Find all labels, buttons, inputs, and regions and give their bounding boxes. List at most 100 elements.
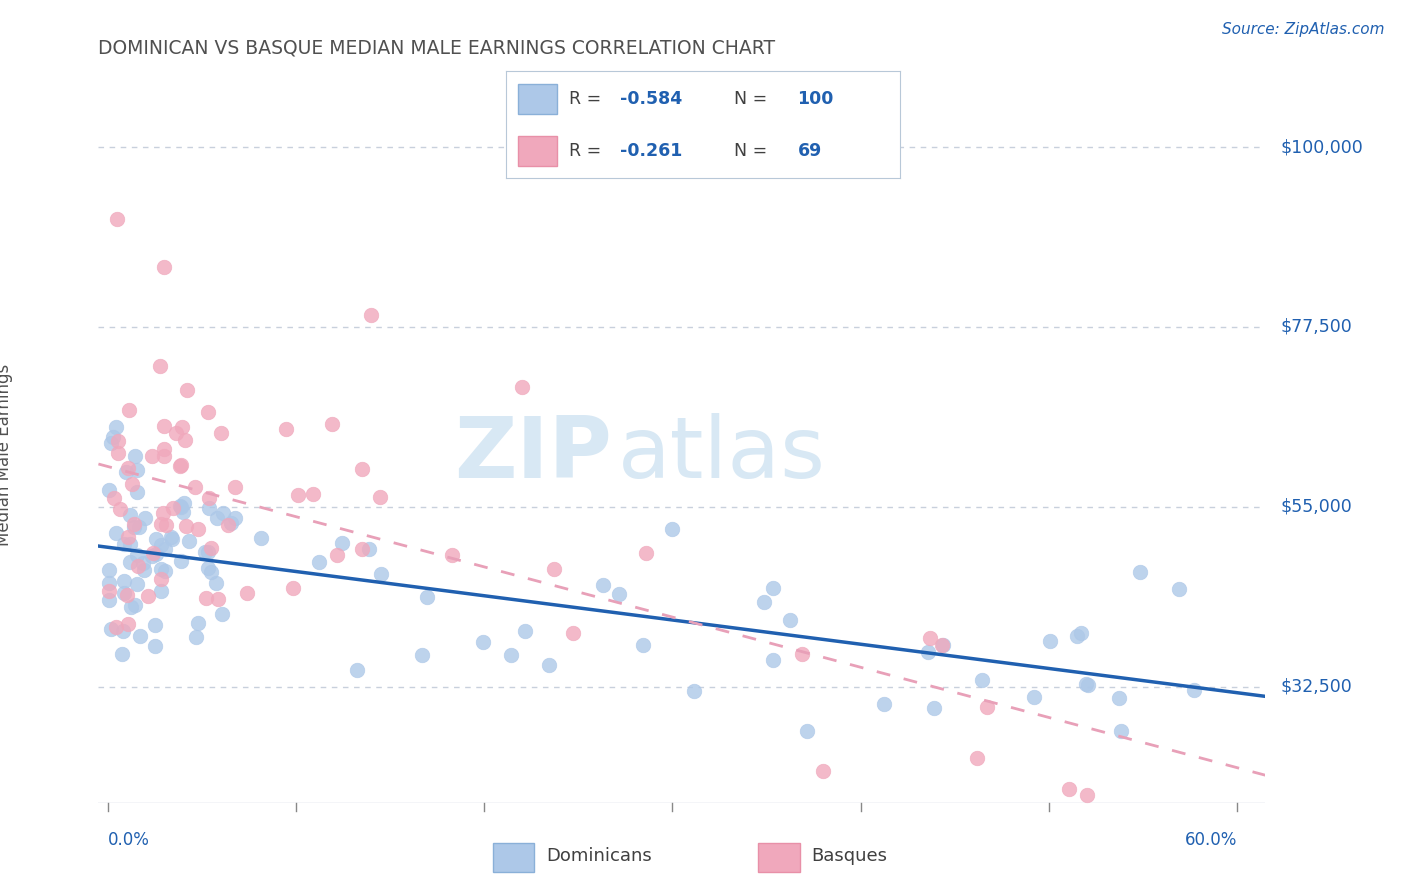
Point [1111,723,1133,738]
Point [931,638,953,652]
Point [274,422,297,436]
Point [122,516,145,531]
Point [107,434,129,448]
Point [790,647,813,661]
Point [173,496,195,510]
Point [117,616,139,631]
Point [115,466,138,480]
Point [917,645,939,659]
Point [283,582,305,596]
Point [142,546,165,560]
Point [170,458,193,472]
Point [207,591,229,606]
Bar [758,843,800,872]
Point [197,405,219,419]
Point [112,574,135,589]
Point [98,575,121,590]
Point [219,516,242,530]
Point [98,584,121,599]
Text: $100,000: $100,000 [1281,138,1364,156]
Text: DOMINICAN VS BASQUE MEDIAN MALE EARNINGS CORRELATION CHART: DOMINICAN VS BASQUE MEDIAN MALE EARNINGS… [98,39,776,58]
Point [149,584,172,599]
Text: Source: ZipAtlas.com: Source: ZipAtlas.com [1222,22,1385,37]
Point [779,613,801,627]
Point [112,586,135,600]
Point [150,516,173,531]
Point [152,419,174,434]
Point [111,648,134,662]
Point [134,510,156,524]
Point [141,449,163,463]
Point [224,510,246,524]
Point [103,491,125,505]
Point [249,531,271,545]
Point [762,653,785,667]
Point [607,587,630,601]
Point [117,529,139,543]
Point [143,639,166,653]
Point [212,506,235,520]
Point [124,449,146,463]
Text: R =: R = [569,90,607,108]
Point [194,591,217,606]
Text: -0.261: -0.261 [620,142,683,160]
Point [162,500,184,515]
Point [224,480,246,494]
Point [155,517,177,532]
Text: $55,000: $55,000 [1281,498,1353,516]
Point [174,433,197,447]
Point [170,500,193,514]
Text: 0.0%: 0.0% [108,830,149,849]
Point [153,260,176,274]
Point [124,598,146,612]
Point [120,537,142,551]
Point [127,463,149,477]
Text: N =: N = [734,90,773,108]
Point [104,620,127,634]
Bar [517,136,557,166]
Point [117,461,139,475]
Point [143,618,166,632]
Point [661,522,683,536]
Point [104,526,127,541]
Point [112,537,135,551]
Point [125,484,148,499]
Point [350,462,373,476]
Point [287,487,309,501]
Point [1076,788,1098,802]
Point [966,750,988,764]
Point [118,402,141,417]
Point [129,629,152,643]
Point [172,420,194,434]
Text: Median Male Earnings: Median Male Earnings [0,364,13,546]
Point [184,480,207,494]
Point [211,607,233,621]
Point [1129,565,1152,579]
Point [101,430,124,444]
Point [105,212,128,227]
Point [134,563,156,577]
Bar [492,843,534,872]
Point [153,449,176,463]
Point [976,700,998,714]
Point [197,545,219,559]
Point [194,545,217,559]
Point [160,530,183,544]
Point [472,635,495,649]
Point [198,491,221,506]
Point [873,697,896,711]
Point [357,542,380,557]
Point [360,308,382,322]
Point [120,599,142,614]
Point [922,700,945,714]
Text: Basques: Basques [811,847,887,865]
Point [145,532,167,546]
Point [970,673,993,687]
Point [153,542,176,557]
Point [236,586,259,600]
Point [440,548,463,562]
Point [217,517,239,532]
Point [811,764,834,778]
Point [762,581,785,595]
Text: atlas: atlas [617,413,825,497]
